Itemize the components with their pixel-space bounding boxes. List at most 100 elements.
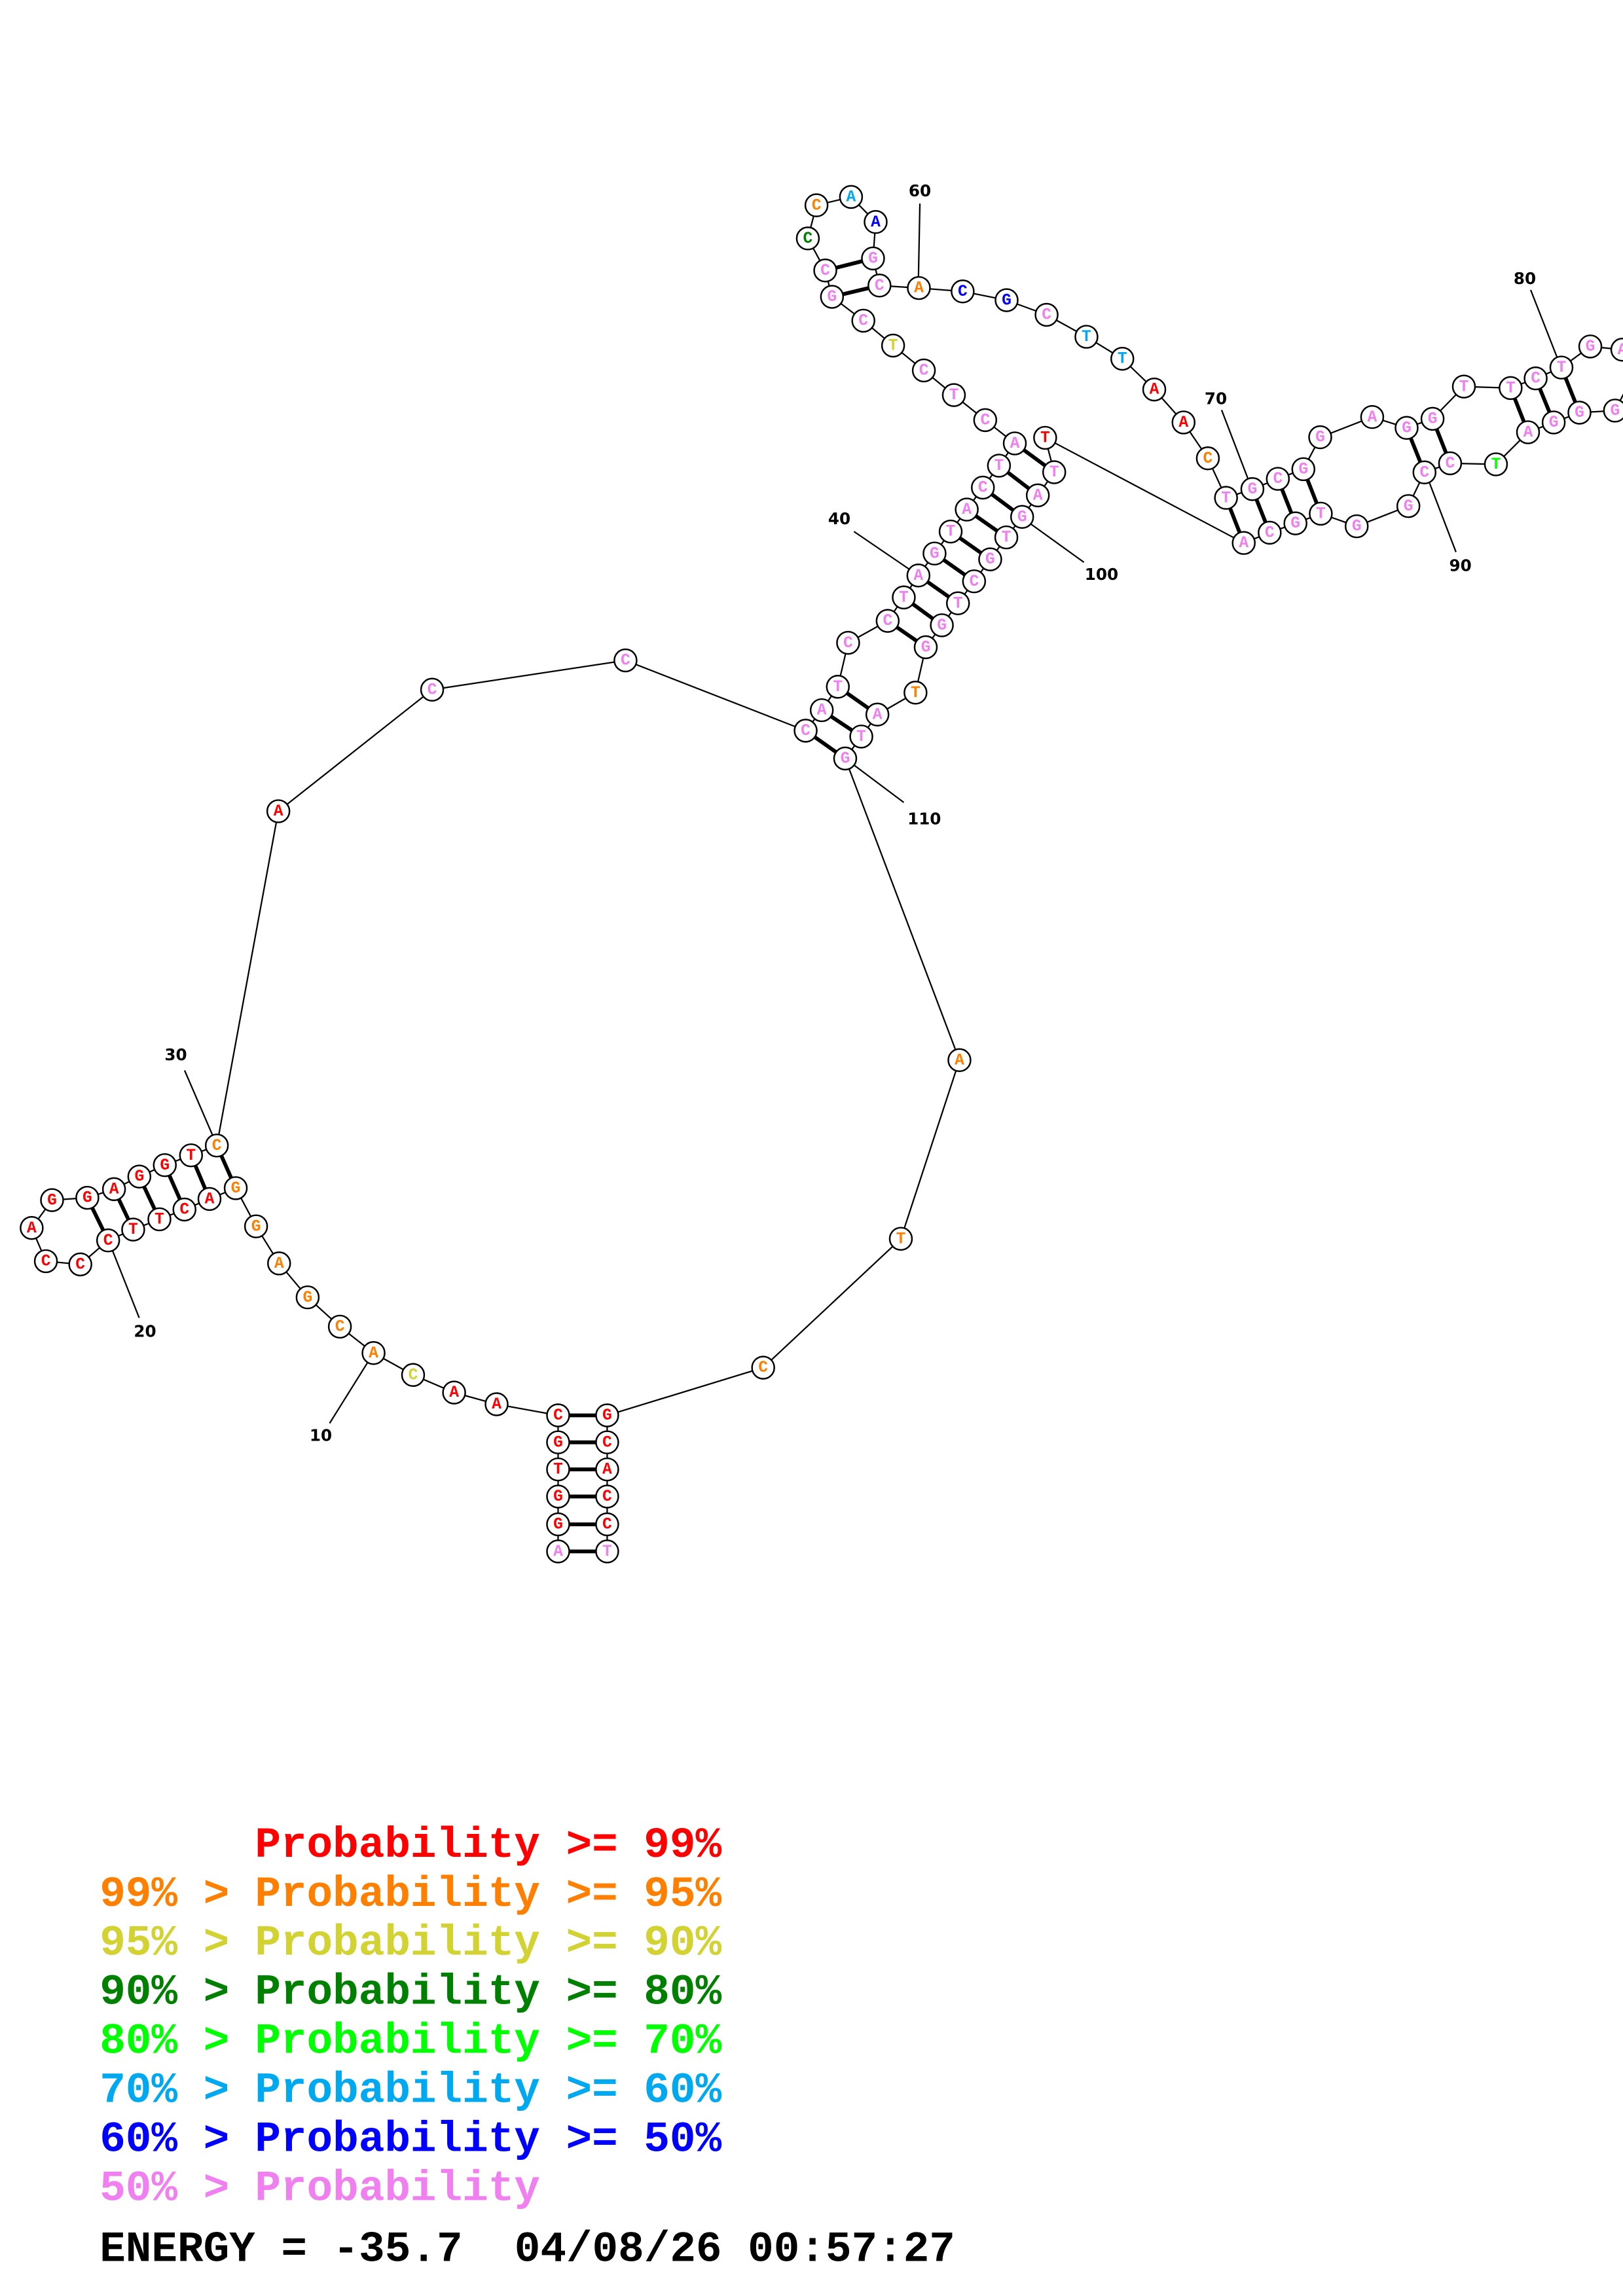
nucleotide-circle xyxy=(922,541,947,565)
nucleotide-circle xyxy=(1578,334,1603,359)
nucleotide-letter: A xyxy=(449,1384,459,1402)
nucleotide-circle xyxy=(1516,420,1541,444)
nucleotide-circle xyxy=(1034,302,1059,327)
nucleotide: T xyxy=(941,383,966,407)
position-number-label: 30 xyxy=(164,1045,187,1064)
legend-row: 90% > Probability >= 80% xyxy=(100,1968,721,2017)
nucleotide-circle xyxy=(172,1197,196,1222)
nucleotide-letter: T xyxy=(553,1462,563,1479)
nucleotide: A xyxy=(546,1539,570,1564)
legend-row: 50% > Probability xyxy=(100,2164,540,2213)
backbone-segment xyxy=(900,1060,960,1240)
nucleotide-circle xyxy=(327,1314,352,1339)
nucleotide-circle xyxy=(1420,406,1445,431)
legend-range-prefix: 95% > xyxy=(100,1919,229,1968)
nucleotide: C xyxy=(875,609,900,633)
nucleotide: A xyxy=(101,1177,126,1202)
nucleotide-letter: T xyxy=(1316,505,1326,523)
nucleotide: C xyxy=(546,1403,570,1427)
nucleotide-circle xyxy=(813,258,837,283)
position-number-label: 70 xyxy=(1205,389,1227,408)
nucleotide-letter: A xyxy=(1523,424,1533,442)
nucleotide-letter: C xyxy=(875,278,884,295)
nucleotide-circle xyxy=(793,719,818,743)
nucleotide-letter: T xyxy=(1002,529,1012,547)
nucleotide-circle xyxy=(361,1340,386,1365)
position-tick xyxy=(917,203,921,279)
nucleotide: T xyxy=(121,1217,145,1242)
nucleotide-circle xyxy=(962,569,987,594)
legend-range-label: Probability >= 60% xyxy=(255,2066,721,2115)
legend-row: 99% > Probability >= 95% xyxy=(100,1870,721,1919)
nucleotide-circle xyxy=(947,1048,972,1072)
nucleotide-letter: T xyxy=(833,679,843,696)
nucleotide-circle xyxy=(867,274,892,298)
nucleotide: A xyxy=(1171,410,1195,435)
nucleotide-letter: C xyxy=(883,613,892,630)
nucleotide-letter: C xyxy=(428,681,437,699)
backbone-segment xyxy=(1044,437,1245,544)
nucleotide-letter: C xyxy=(919,363,929,380)
nucleotide-circle xyxy=(613,648,638,673)
nucleotide-circle xyxy=(1549,355,1574,380)
legend-range-prefix: 99% > xyxy=(100,1870,229,1919)
nucleotide: A xyxy=(1516,420,1541,444)
nucleotide-circle xyxy=(546,1430,570,1454)
nucleotide: G xyxy=(1541,410,1566,435)
nucleotide-circle xyxy=(945,591,970,615)
position-number-label: 90 xyxy=(1449,556,1471,575)
nucleotide: A xyxy=(484,1392,509,1416)
nucleotide-circle xyxy=(1308,425,1332,450)
legend-row: 60% > Probability >= 50% xyxy=(100,2115,721,2164)
nucleotide: A xyxy=(1025,483,1050,508)
nucleotide-letter: A xyxy=(492,1396,501,1414)
legend-range-prefix: 70% > xyxy=(100,2066,229,2115)
nucleotide-circle xyxy=(1231,531,1256,555)
legend-range-prefix: 80% > xyxy=(100,2017,229,2066)
nucleotide: G xyxy=(244,1214,268,1238)
legend-range-label: Probability >= 90% xyxy=(255,1919,721,1968)
position-tick xyxy=(107,1240,140,1318)
nucleotide-circle xyxy=(994,525,1019,550)
nucleotide: G xyxy=(1010,505,1034,529)
nucleotide-circle xyxy=(820,285,845,309)
nucleotide: T xyxy=(1484,452,1508,476)
nucleotide-letter: A xyxy=(1010,435,1020,453)
nucleotide-letter: A xyxy=(274,1255,284,1273)
nucleotide: G xyxy=(1240,477,1265,501)
position-number-label: 10 xyxy=(310,1426,332,1444)
legend-range-label: Probability >= 50% xyxy=(255,2115,721,2164)
nucleotide-letter: C xyxy=(409,1367,418,1384)
nucleotide-letter: T xyxy=(155,1211,164,1229)
nucleotide: A xyxy=(20,1215,44,1240)
nucleotide-letter: G xyxy=(1248,481,1258,499)
probability-legend: Probability >= 99% 99% > Probability >= 95… xyxy=(100,1821,721,2214)
nucleotide-circle xyxy=(1258,520,1282,545)
nucleotide: T xyxy=(1110,346,1135,371)
position-tick xyxy=(183,1069,218,1145)
nucleotide-letter: G xyxy=(82,1190,92,1208)
nucleotide-circle xyxy=(849,725,873,749)
backbone-segment xyxy=(625,659,806,732)
nucleotide-circle xyxy=(1195,446,1220,471)
nucleotide-circle xyxy=(420,677,445,702)
nucleotide: C xyxy=(793,719,818,743)
nucleotide-circle xyxy=(1484,452,1508,476)
nucleotide-circle xyxy=(839,185,864,209)
nucleotide-letter: C xyxy=(758,1359,768,1377)
nucleotide-letter: T xyxy=(953,595,963,613)
nucleotide-letter: C xyxy=(602,1516,612,1534)
nucleotide: T xyxy=(987,454,1012,478)
nucleotide-letter: T xyxy=(1459,378,1469,396)
nucleotide: G xyxy=(1578,334,1603,359)
nucleotide: C xyxy=(1438,451,1463,476)
energy-footer: ENERGY = -35.7 04/08/26 00:57:27 xyxy=(100,2225,955,2274)
nucleotide: G xyxy=(127,1164,152,1189)
nucleotide: C xyxy=(1258,520,1282,545)
nucleotide: C xyxy=(96,1228,120,1253)
nucleotide-circle xyxy=(881,333,905,358)
nucleotide-letter: C xyxy=(1531,370,1541,388)
nucleotide-circle xyxy=(1309,501,1333,526)
nucleotide: A xyxy=(266,799,291,823)
nucleotide-circle xyxy=(836,630,860,655)
